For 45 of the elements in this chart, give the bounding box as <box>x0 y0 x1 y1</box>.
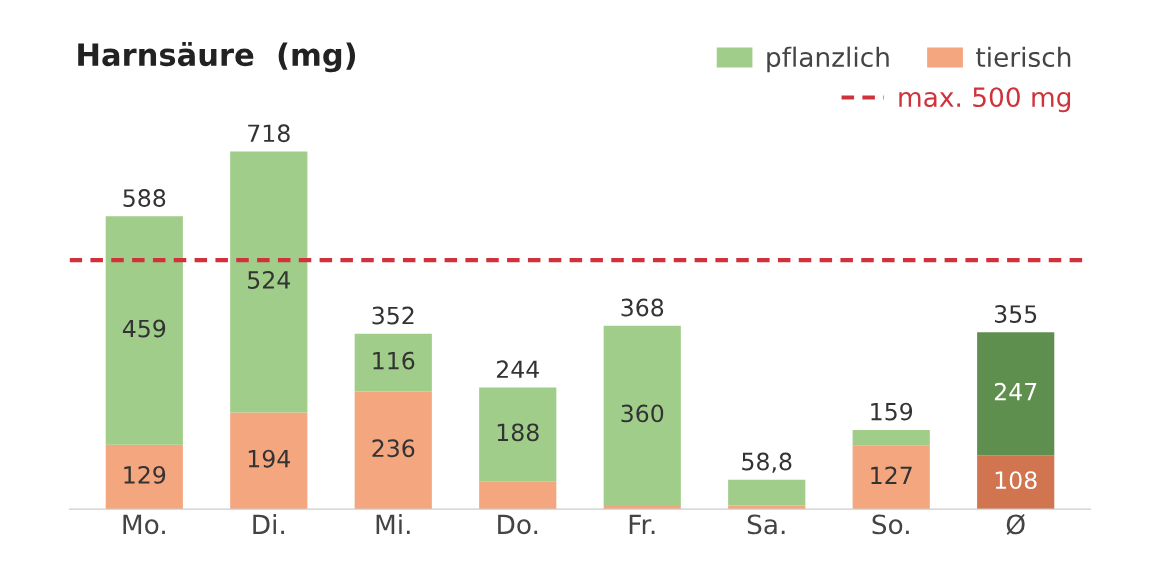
total-label: 368 <box>621 298 664 317</box>
total-label: 718 <box>248 124 290 143</box>
data-label: 194 <box>248 449 290 468</box>
x-tick-label: Do. <box>498 514 538 535</box>
legend-label: tierisch <box>976 46 1071 68</box>
data-label: 360 <box>621 404 664 423</box>
chart-title: Harnsäure (mg) <box>78 42 356 73</box>
data-label: 127 <box>871 466 912 484</box>
bar <box>354 391 432 510</box>
data-label: 247 <box>994 382 1037 401</box>
bar <box>852 445 930 510</box>
data-label: 524 <box>248 271 290 289</box>
total-label: 588 <box>123 189 166 207</box>
bar <box>230 151 308 413</box>
total-label: 159 <box>871 402 913 421</box>
bar <box>230 412 308 510</box>
x-tick-label: Ø <box>1006 513 1025 535</box>
bar <box>603 325 681 506</box>
bar <box>479 481 557 510</box>
bar <box>105 216 183 445</box>
data-label: 108 <box>995 471 1037 490</box>
x-tick-label: Fr. <box>629 514 655 534</box>
bar <box>852 429 930 446</box>
legend-label: pflanzlich <box>767 46 889 73</box>
bar <box>354 333 432 392</box>
total-label: 58,8 <box>742 452 792 473</box>
bar <box>728 479 806 506</box>
total-label: 355 <box>994 305 1037 323</box>
data-label: 129 <box>124 465 166 484</box>
x-tick-label: Mi. <box>376 513 410 534</box>
bar <box>105 444 183 510</box>
bar <box>977 455 1055 510</box>
bar <box>479 387 557 482</box>
total-label: 244 <box>496 360 539 378</box>
data-label: 459 <box>122 319 166 338</box>
bar <box>977 332 1055 456</box>
legend-label: max. 500 mg <box>899 87 1071 113</box>
x-tick-label: Sa. <box>747 514 785 535</box>
total-label: 352 <box>372 306 414 325</box>
x-tick-label: Mo. <box>123 514 165 535</box>
data-label: 236 <box>372 439 415 458</box>
x-tick-label: So. <box>872 514 909 535</box>
data-label: 188 <box>497 423 539 442</box>
data-label: 116 <box>373 351 415 370</box>
x-tick-label: Di. <box>253 513 284 534</box>
